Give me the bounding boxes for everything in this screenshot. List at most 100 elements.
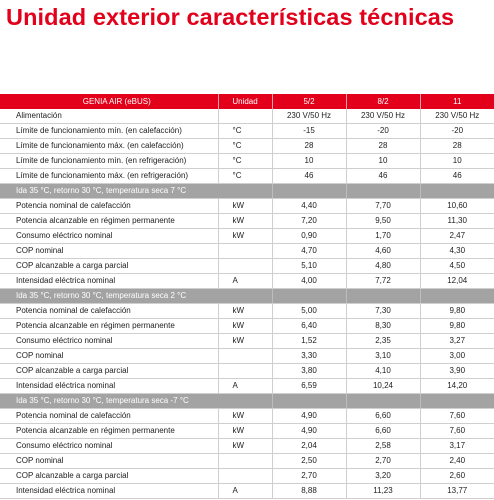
row-unit: A — [217, 483, 272, 499]
row-value: 1,52 — [271, 333, 346, 349]
row-value: 14,20 — [419, 378, 494, 394]
table-row: Intensidad eléctrica nominal A 8,88 11,23 13… — [0, 483, 494, 499]
row-label: COP nominal — [0, 348, 218, 364]
table-row: Límite de funcionamiento máx. (en refrig… — [0, 168, 494, 184]
row-label: COP nominal — [0, 243, 218, 259]
section-header-row: Ida 35 °C, retorno 30 °C, temperatura se… — [0, 288, 494, 304]
row-value: 230 V/50 Hz — [271, 109, 346, 124]
row-value: 7,72 — [345, 273, 420, 289]
row-label: COP nominal — [0, 453, 218, 469]
row-value: 2,60 — [419, 468, 494, 484]
row-value: 46 — [271, 168, 346, 184]
row-value: 230 V/50 Hz — [419, 109, 494, 124]
row-value: 3,17 — [419, 438, 494, 454]
row-value: 11,30 — [419, 213, 494, 229]
table-row: COP nominal 2,50 2,70 2,40 — [0, 453, 494, 469]
row-value: 10 — [419, 153, 494, 169]
table-row: Límite de funcionamiento máx. (en calefa… — [0, 138, 494, 154]
table-row: Potencia alcanzable en régimen permanent… — [0, 213, 494, 229]
row-value: 8,88 — [271, 483, 346, 499]
row-unit — [217, 348, 272, 364]
row-value: 4,80 — [345, 258, 420, 274]
table-row: Potencia nominal de calefacción kW 5,00 7,3… — [0, 303, 494, 319]
row-label: Límite de funcionamiento mín. (en refrig… — [0, 153, 218, 169]
row-value: 7,70 — [345, 198, 420, 214]
row-value: 13,77 — [419, 483, 494, 499]
table-row: Potencia alcanzable en régimen permanent… — [0, 318, 494, 334]
table-row: COP alcanzable a carga parcial 2,70 3,20 2,… — [0, 468, 494, 484]
row-unit: kW — [217, 333, 272, 349]
row-value: 2,40 — [419, 453, 494, 469]
section-title: Ida 35 °C, retorno 30 °C, temperatura se… — [0, 393, 272, 409]
row-value: 2,50 — [271, 453, 346, 469]
section-filler — [271, 393, 346, 409]
row-unit: °C — [217, 153, 272, 169]
row-value: 6,40 — [271, 318, 346, 334]
row-value: 9,80 — [419, 318, 494, 334]
section-filler — [271, 288, 346, 304]
row-label: Potencia nominal de calefacción — [0, 198, 218, 214]
row-value: 2,58 — [345, 438, 420, 454]
table-row: COP nominal 3,30 3,10 3,00 — [0, 348, 494, 364]
row-label: COP alcanzable a carga parcial — [0, 363, 218, 379]
row-unit: kW — [217, 438, 272, 454]
row-value: 28 — [419, 138, 494, 154]
row-value: 10,60 — [419, 198, 494, 214]
row-value: 4,10 — [345, 363, 420, 379]
section-filler — [419, 288, 494, 304]
table-row: Potencia nominal de calefacción kW 4,90 6,6… — [0, 408, 494, 424]
row-value: 6,60 — [345, 423, 420, 439]
row-unit: A — [217, 378, 272, 394]
row-value: 4,50 — [419, 258, 494, 274]
row-value: 7,60 — [419, 423, 494, 439]
row-value: 4,90 — [271, 423, 346, 439]
row-value: 1,70 — [345, 228, 420, 244]
table-row: Consumo eléctrico nominal kW 0,90 1,70 2,47 — [0, 228, 494, 244]
row-value: -20 — [419, 123, 494, 139]
table-row: COP alcanzable a carga parcial 3,80 4,10 3,… — [0, 363, 494, 379]
header-model-8-2: 8/2 — [345, 94, 420, 109]
row-unit — [217, 258, 272, 274]
table-row: Potencia nominal de calefacción kW 4,40 7,7… — [0, 198, 494, 214]
row-value: 4,30 — [419, 243, 494, 259]
row-label: Consumo eléctrico nominal — [0, 333, 218, 349]
row-label: COP alcanzable a carga parcial — [0, 258, 218, 274]
row-label: Potencia nominal de calefacción — [0, 303, 218, 319]
section-header-row: Ida 35 °C, retorno 30 °C, temperatura se… — [0, 183, 494, 199]
row-value: 46 — [345, 168, 420, 184]
row-value: 3,27 — [419, 333, 494, 349]
table-row: COP alcanzable a carga parcial 5,10 4,80 4,… — [0, 258, 494, 274]
header-model: GENIA AIR (eBUS) — [0, 94, 218, 109]
row-value: 46 — [419, 168, 494, 184]
row-value: 4,90 — [271, 408, 346, 424]
table-row: Intensidad eléctrica nominal A 6,59 10,24 14… — [0, 378, 494, 394]
table-body: Alimentación 230 V/50 Hz 230 V/50 Hz 230 V/… — [0, 109, 494, 499]
row-value: 9,80 — [419, 303, 494, 319]
row-value: -15 — [271, 123, 346, 139]
row-value: 28 — [271, 138, 346, 154]
row-label: Intensidad eléctrica nominal — [0, 273, 218, 289]
row-unit — [217, 109, 272, 124]
row-unit: kW — [217, 423, 272, 439]
row-value: 0,90 — [271, 228, 346, 244]
section-filler — [345, 183, 420, 199]
header-model-5-2: 5/2 — [271, 94, 346, 109]
table-row: COP nominal 4,70 4,60 4,30 — [0, 243, 494, 259]
row-value: -20 — [345, 123, 420, 139]
table-row: Intensidad eléctrica nominal A 4,00 7,72 12,… — [0, 273, 494, 289]
row-value: 7,30 — [345, 303, 420, 319]
row-label: Intensidad eléctrica nominal — [0, 378, 218, 394]
row-value: 28 — [345, 138, 420, 154]
row-unit: kW — [217, 408, 272, 424]
row-value: 10 — [345, 153, 420, 169]
section-filler — [419, 183, 494, 199]
row-label: Potencia alcanzable en régimen permanent… — [0, 318, 218, 334]
section-filler — [345, 393, 420, 409]
row-value: 4,40 — [271, 198, 346, 214]
section-filler — [419, 393, 494, 409]
row-value: 12,04 — [419, 273, 494, 289]
row-value: 3,00 — [419, 348, 494, 364]
row-label: Potencia nominal de calefacción — [0, 408, 218, 424]
row-unit: A — [217, 273, 272, 289]
page-title: Unidad exterior características técnicas — [6, 4, 455, 30]
